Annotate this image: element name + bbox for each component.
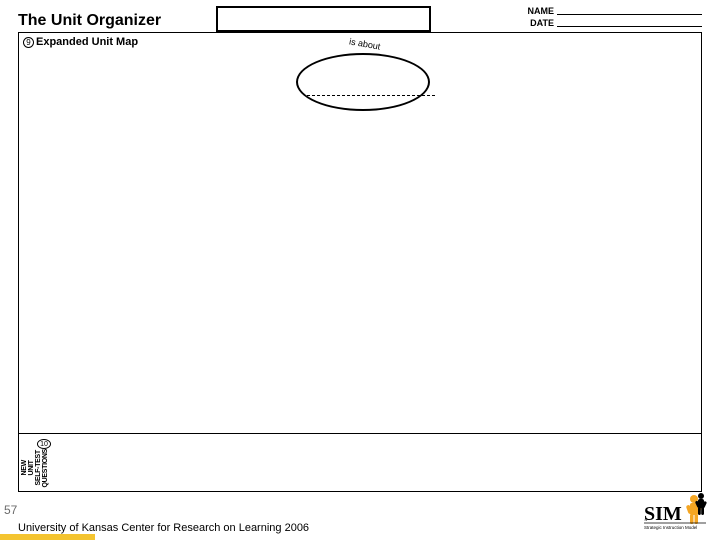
sim-logo: SIM ™ Strategic Instruction Model [638, 492, 710, 534]
title-input-box [216, 6, 431, 32]
is-about-label: is about [348, 36, 381, 51]
accent-bar [0, 534, 95, 540]
concept-dashed-line [307, 95, 435, 96]
svg-text:SIM: SIM [644, 503, 682, 525]
slide-number: 57 [4, 503, 17, 517]
bottom-divider [19, 433, 701, 434]
svg-text:™: ™ [644, 519, 647, 523]
page-title: The Unit Organizer [18, 12, 161, 30]
svg-text:Strategic Instruction Model: Strategic Instruction Model [644, 525, 697, 530]
main-container: 9 Expanded Unit Map is about 10 NEWUNITS… [18, 32, 702, 492]
footer-text: University of Kansas Center for Research… [18, 522, 309, 534]
self-test-questions-label: NEWUNITSELF-TESTQUESTIONS [21, 449, 49, 488]
section-10-badge: 10 [37, 439, 51, 449]
name-label: NAME [528, 6, 555, 16]
date-line [557, 26, 702, 27]
concept-ellipse [296, 53, 430, 111]
expanded-unit-map-label: Expanded Unit Map [36, 36, 138, 48]
section-9-badge: 9 [23, 37, 34, 48]
date-label: DATE [530, 18, 554, 28]
name-line [557, 14, 702, 15]
